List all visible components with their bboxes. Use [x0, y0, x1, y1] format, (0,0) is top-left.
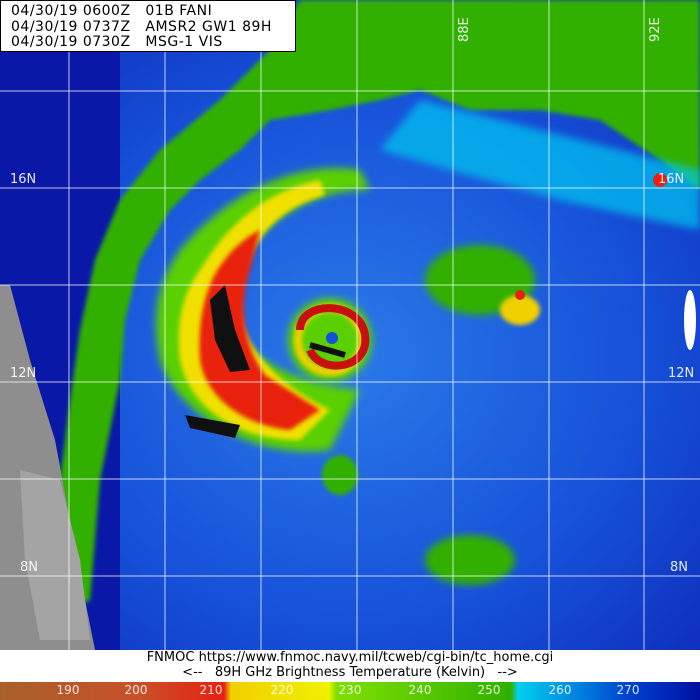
temperature-colorbar: 190 200 210 220 230 240 250 260 270	[0, 682, 700, 700]
microwave-image	[0, 0, 700, 650]
colorbar-tick-240: 240	[408, 683, 432, 697]
northern-land	[60, 0, 700, 610]
source-credit: FNMOC https://www.fnmoc.navy.mil/tcweb/c…	[146, 650, 554, 665]
colorbar-tick-260: 260	[548, 683, 572, 697]
footer: FNMOC https://www.fnmoc.navy.mil/tcweb/c…	[0, 650, 700, 682]
lat-label-16n-right: 16N	[658, 172, 685, 187]
info-line-analysis: 04/30/19 0600Z 01B FANI	[11, 3, 213, 19]
lon-label-88e: 88E	[457, 17, 472, 42]
colorbar-tick-210: 210	[199, 683, 223, 697]
colorbar-tick-250: 250	[477, 683, 501, 697]
colorbar-tick-220: 220	[270, 683, 294, 697]
lat-label-8n-right: 8N	[670, 560, 688, 575]
colorbar-tick-230: 230	[338, 683, 362, 697]
lat-label-8n: 8N	[20, 560, 38, 575]
info-line-vis: 04/30/19 0730Z MSG-1 VIS	[11, 34, 223, 50]
image-info-box: 04/30/19 0600Z 01B FANI 04/30/19 0737Z AM…	[0, 0, 296, 52]
lat-label-12n: 12N	[10, 366, 37, 381]
cyclone-fani	[156, 168, 696, 585]
lon-label-92e: 92E	[648, 17, 663, 42]
lat-label-16n: 16N	[10, 172, 37, 187]
lat-label-12n-right: 12N	[668, 366, 695, 381]
lat-lon-grid	[68, 0, 70, 650]
legend-title: <-- 89H GHz Brightness Temperature (Kelv…	[182, 665, 518, 680]
colorbar-tick-190: 190	[56, 683, 80, 697]
info-line-sensor: 04/30/19 0737Z AMSR2 GW1 89H	[11, 18, 272, 35]
colorbar-tick-270: 270	[616, 683, 640, 697]
colorbar-tick-200: 200	[124, 683, 148, 697]
